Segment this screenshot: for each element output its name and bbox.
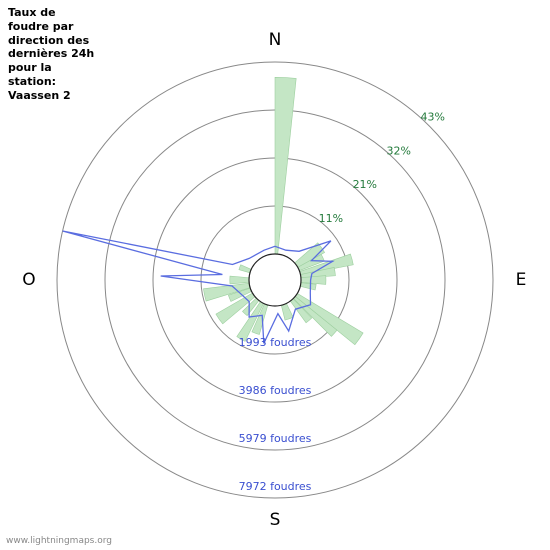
rate-wedge xyxy=(230,276,249,284)
cardinal-w: O xyxy=(22,270,35,290)
cardinal-s: S xyxy=(270,510,281,530)
ring-label-percent: 21% xyxy=(353,178,377,191)
ring-label-strikes: 7972 foudres xyxy=(239,480,312,493)
ring-label-strikes: 3986 foudres xyxy=(239,384,312,397)
cardinal-e: E xyxy=(516,270,527,290)
rate-wedge xyxy=(239,265,251,273)
cardinal-n: N xyxy=(269,30,282,50)
ring-label-percent: 43% xyxy=(420,110,444,123)
rate-wedge xyxy=(281,303,293,320)
ring-label-percent: 11% xyxy=(319,212,343,225)
ring-label-strikes: 1993 foudres xyxy=(239,336,312,349)
polar-chart: 11% 21% 32% 43% 1993 foudres 3986 foudres 5979… xyxy=(0,0,550,550)
rate-wedge xyxy=(275,77,296,254)
ring-label-percent: 32% xyxy=(387,144,411,157)
hub-circle xyxy=(249,254,301,306)
rate-wedge xyxy=(300,283,316,290)
ring-label-strikes: 5979 foudres xyxy=(239,432,312,445)
